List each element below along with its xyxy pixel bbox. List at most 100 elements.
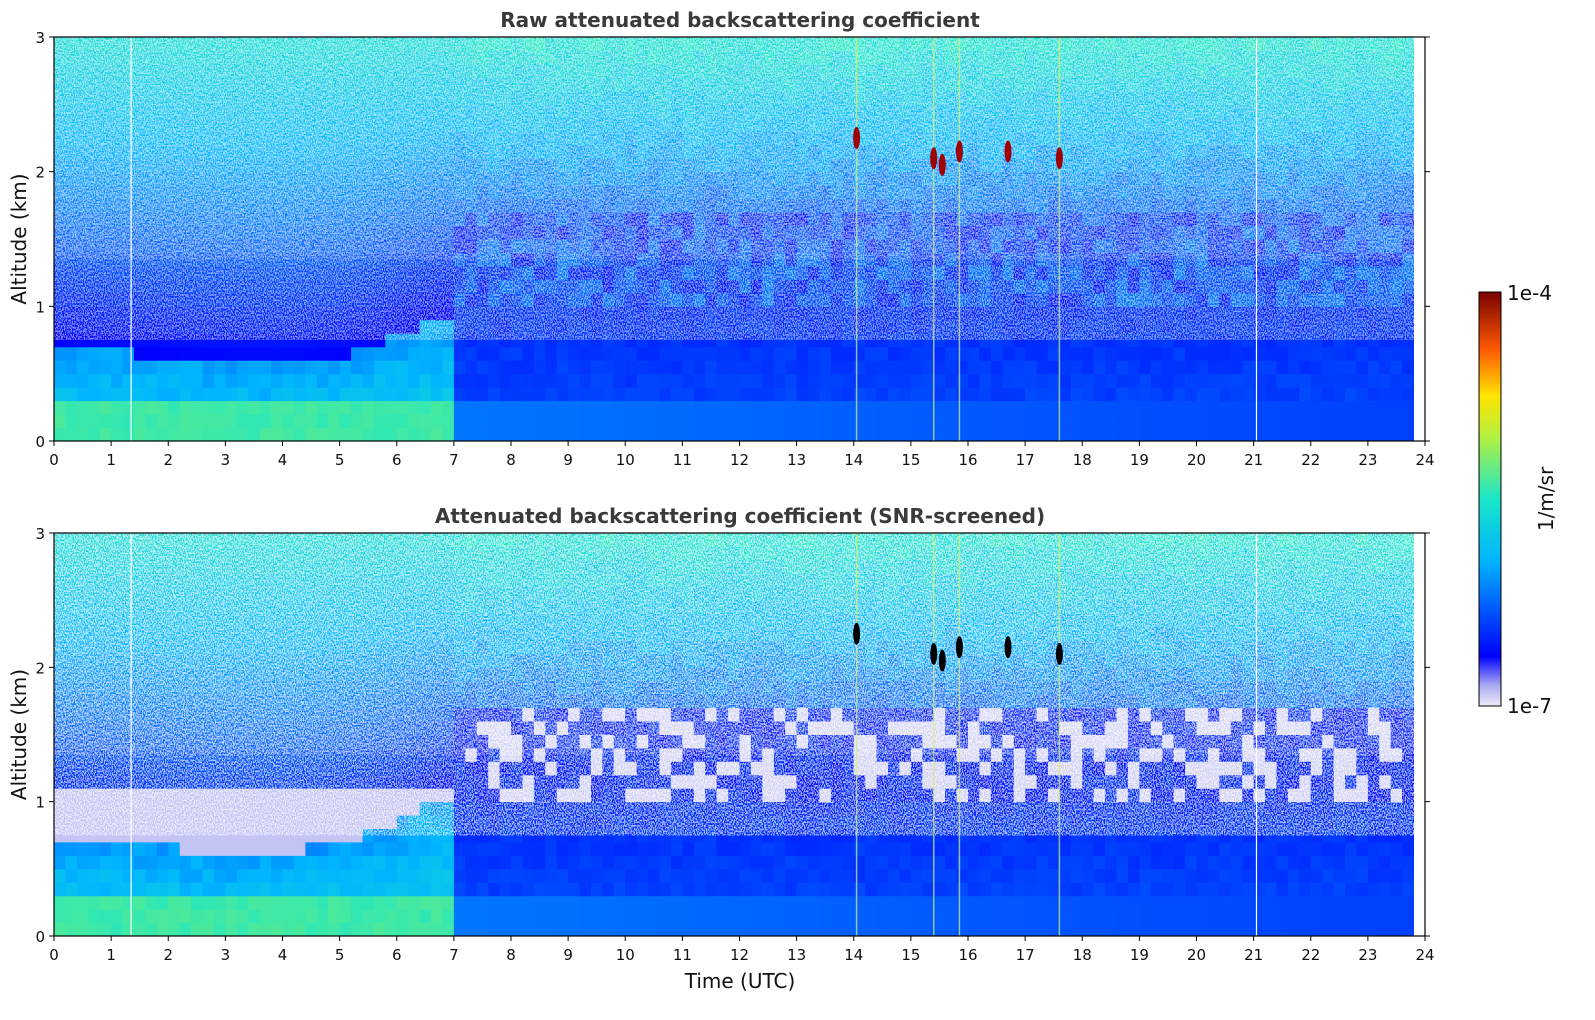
heatmap-cell bbox=[1287, 360, 1300, 375]
heatmap-cell bbox=[111, 427, 123, 442]
heatmap-cell bbox=[293, 333, 306, 348]
heatmap-cell bbox=[271, 387, 283, 402]
heatmap-cell bbox=[762, 360, 775, 375]
heatmap-cell bbox=[830, 427, 843, 442]
heatmap-cell bbox=[750, 360, 763, 375]
heatmap-cell bbox=[522, 373, 535, 388]
heatmap-cell bbox=[453, 427, 466, 442]
heatmap-cell bbox=[1367, 427, 1380, 442]
heatmap-cell bbox=[1390, 333, 1403, 348]
heatmap-cell bbox=[453, 882, 466, 897]
heatmap-cell bbox=[830, 414, 843, 429]
heatmap-cell bbox=[842, 387, 855, 402]
heatmap-cell bbox=[305, 855, 318, 870]
heatmap-cell bbox=[259, 333, 272, 348]
heatmap-cell bbox=[419, 360, 432, 375]
heatmap-cell bbox=[659, 346, 672, 361]
heatmap-cell bbox=[1059, 373, 1072, 388]
heatmap-cell bbox=[408, 828, 421, 843]
heatmap-cell bbox=[579, 400, 592, 415]
heatmap-cell bbox=[533, 868, 546, 883]
heatmap-cell bbox=[1002, 414, 1015, 429]
heatmap-cell bbox=[202, 895, 215, 910]
heatmap-cell bbox=[1333, 373, 1346, 388]
heatmap-cell bbox=[1242, 373, 1255, 388]
heatmap-cell bbox=[339, 855, 352, 870]
heatmap-cell bbox=[339, 895, 352, 910]
heatmap-cell bbox=[1310, 346, 1323, 361]
heatmap-cell bbox=[202, 882, 215, 897]
heatmap-cell bbox=[716, 414, 729, 429]
heatmap-cell bbox=[76, 882, 89, 897]
heatmap-cell bbox=[385, 909, 398, 923]
heatmap-cell bbox=[1082, 414, 1095, 429]
heatmap-cell bbox=[202, 868, 215, 883]
heatmap-cell bbox=[202, 828, 215, 843]
heatmap-cell bbox=[351, 333, 363, 348]
heatmap-cell bbox=[693, 333, 706, 348]
heatmap-cell bbox=[1139, 387, 1152, 402]
heatmap-cell bbox=[1162, 346, 1175, 361]
heatmap-cell bbox=[1253, 333, 1266, 348]
heatmap-cell bbox=[453, 895, 466, 910]
heatmap-cell bbox=[99, 400, 112, 415]
heatmap-cell bbox=[99, 868, 112, 883]
heatmap-cell bbox=[1173, 414, 1186, 429]
heatmap-cell bbox=[419, 333, 432, 348]
heatmap-cell bbox=[168, 855, 181, 870]
heatmap-cell bbox=[408, 414, 421, 429]
heatmap-cell bbox=[134, 922, 146, 937]
heatmap-cell bbox=[1162, 333, 1175, 348]
heatmap-cell bbox=[465, 842, 478, 856]
heatmap-cell bbox=[499, 427, 512, 442]
heatmap-cell bbox=[1196, 360, 1209, 375]
heatmap-cell bbox=[248, 333, 261, 348]
heatmap-cell bbox=[499, 868, 512, 883]
heatmap-cell bbox=[1013, 373, 1026, 388]
heatmap-cell bbox=[259, 828, 272, 843]
heatmap-cell bbox=[54, 895, 66, 910]
heatmap-cell bbox=[785, 427, 798, 442]
heatmap-cell bbox=[659, 414, 672, 429]
heatmap-cell bbox=[716, 333, 729, 348]
heatmap-cell bbox=[728, 400, 740, 415]
heatmap-cell bbox=[545, 427, 558, 442]
heatmap-cell bbox=[431, 346, 443, 361]
panel-title: Raw attenuated backscattering coefficien… bbox=[500, 8, 980, 32]
heatmap-cell bbox=[76, 855, 89, 870]
heatmap-cell bbox=[431, 414, 443, 429]
heatmap-area bbox=[54, 37, 1425, 442]
heatmap-cell bbox=[351, 922, 363, 937]
heatmap-cell bbox=[1059, 333, 1072, 348]
heatmap-cell bbox=[408, 360, 421, 375]
heatmap-cell bbox=[693, 346, 706, 361]
heatmap-cell bbox=[65, 909, 78, 923]
heatmap-cell bbox=[339, 400, 352, 415]
heatmap-cell bbox=[602, 360, 615, 375]
heatmap-cell bbox=[1299, 346, 1312, 361]
heatmap-cell bbox=[1402, 360, 1414, 375]
heatmap-cell bbox=[1048, 360, 1060, 375]
x-tick-label: 16 bbox=[958, 451, 977, 469]
heatmap-cell bbox=[122, 922, 135, 937]
heatmap-cell bbox=[259, 895, 272, 910]
heatmap-cell bbox=[293, 842, 306, 856]
heatmap-cell bbox=[156, 427, 169, 442]
heatmap-cell bbox=[1219, 400, 1232, 415]
heatmap-cell bbox=[316, 855, 329, 870]
heatmap-cell bbox=[271, 427, 283, 442]
heatmap-cell bbox=[373, 895, 386, 910]
heatmap-cell bbox=[888, 400, 900, 415]
heatmap-cell bbox=[511, 868, 523, 883]
heatmap-cell bbox=[556, 387, 569, 402]
heatmap-cell bbox=[476, 868, 489, 883]
heatmap-cell bbox=[465, 387, 478, 402]
heatmap-cell bbox=[259, 909, 272, 923]
noise-speckle bbox=[54, 37, 1414, 260]
heatmap-cell bbox=[773, 427, 786, 442]
heatmap-cell bbox=[373, 882, 386, 897]
heatmap-cell bbox=[842, 346, 855, 361]
heatmap-cell bbox=[1150, 333, 1163, 348]
y-tick-label: 3 bbox=[35, 29, 45, 47]
